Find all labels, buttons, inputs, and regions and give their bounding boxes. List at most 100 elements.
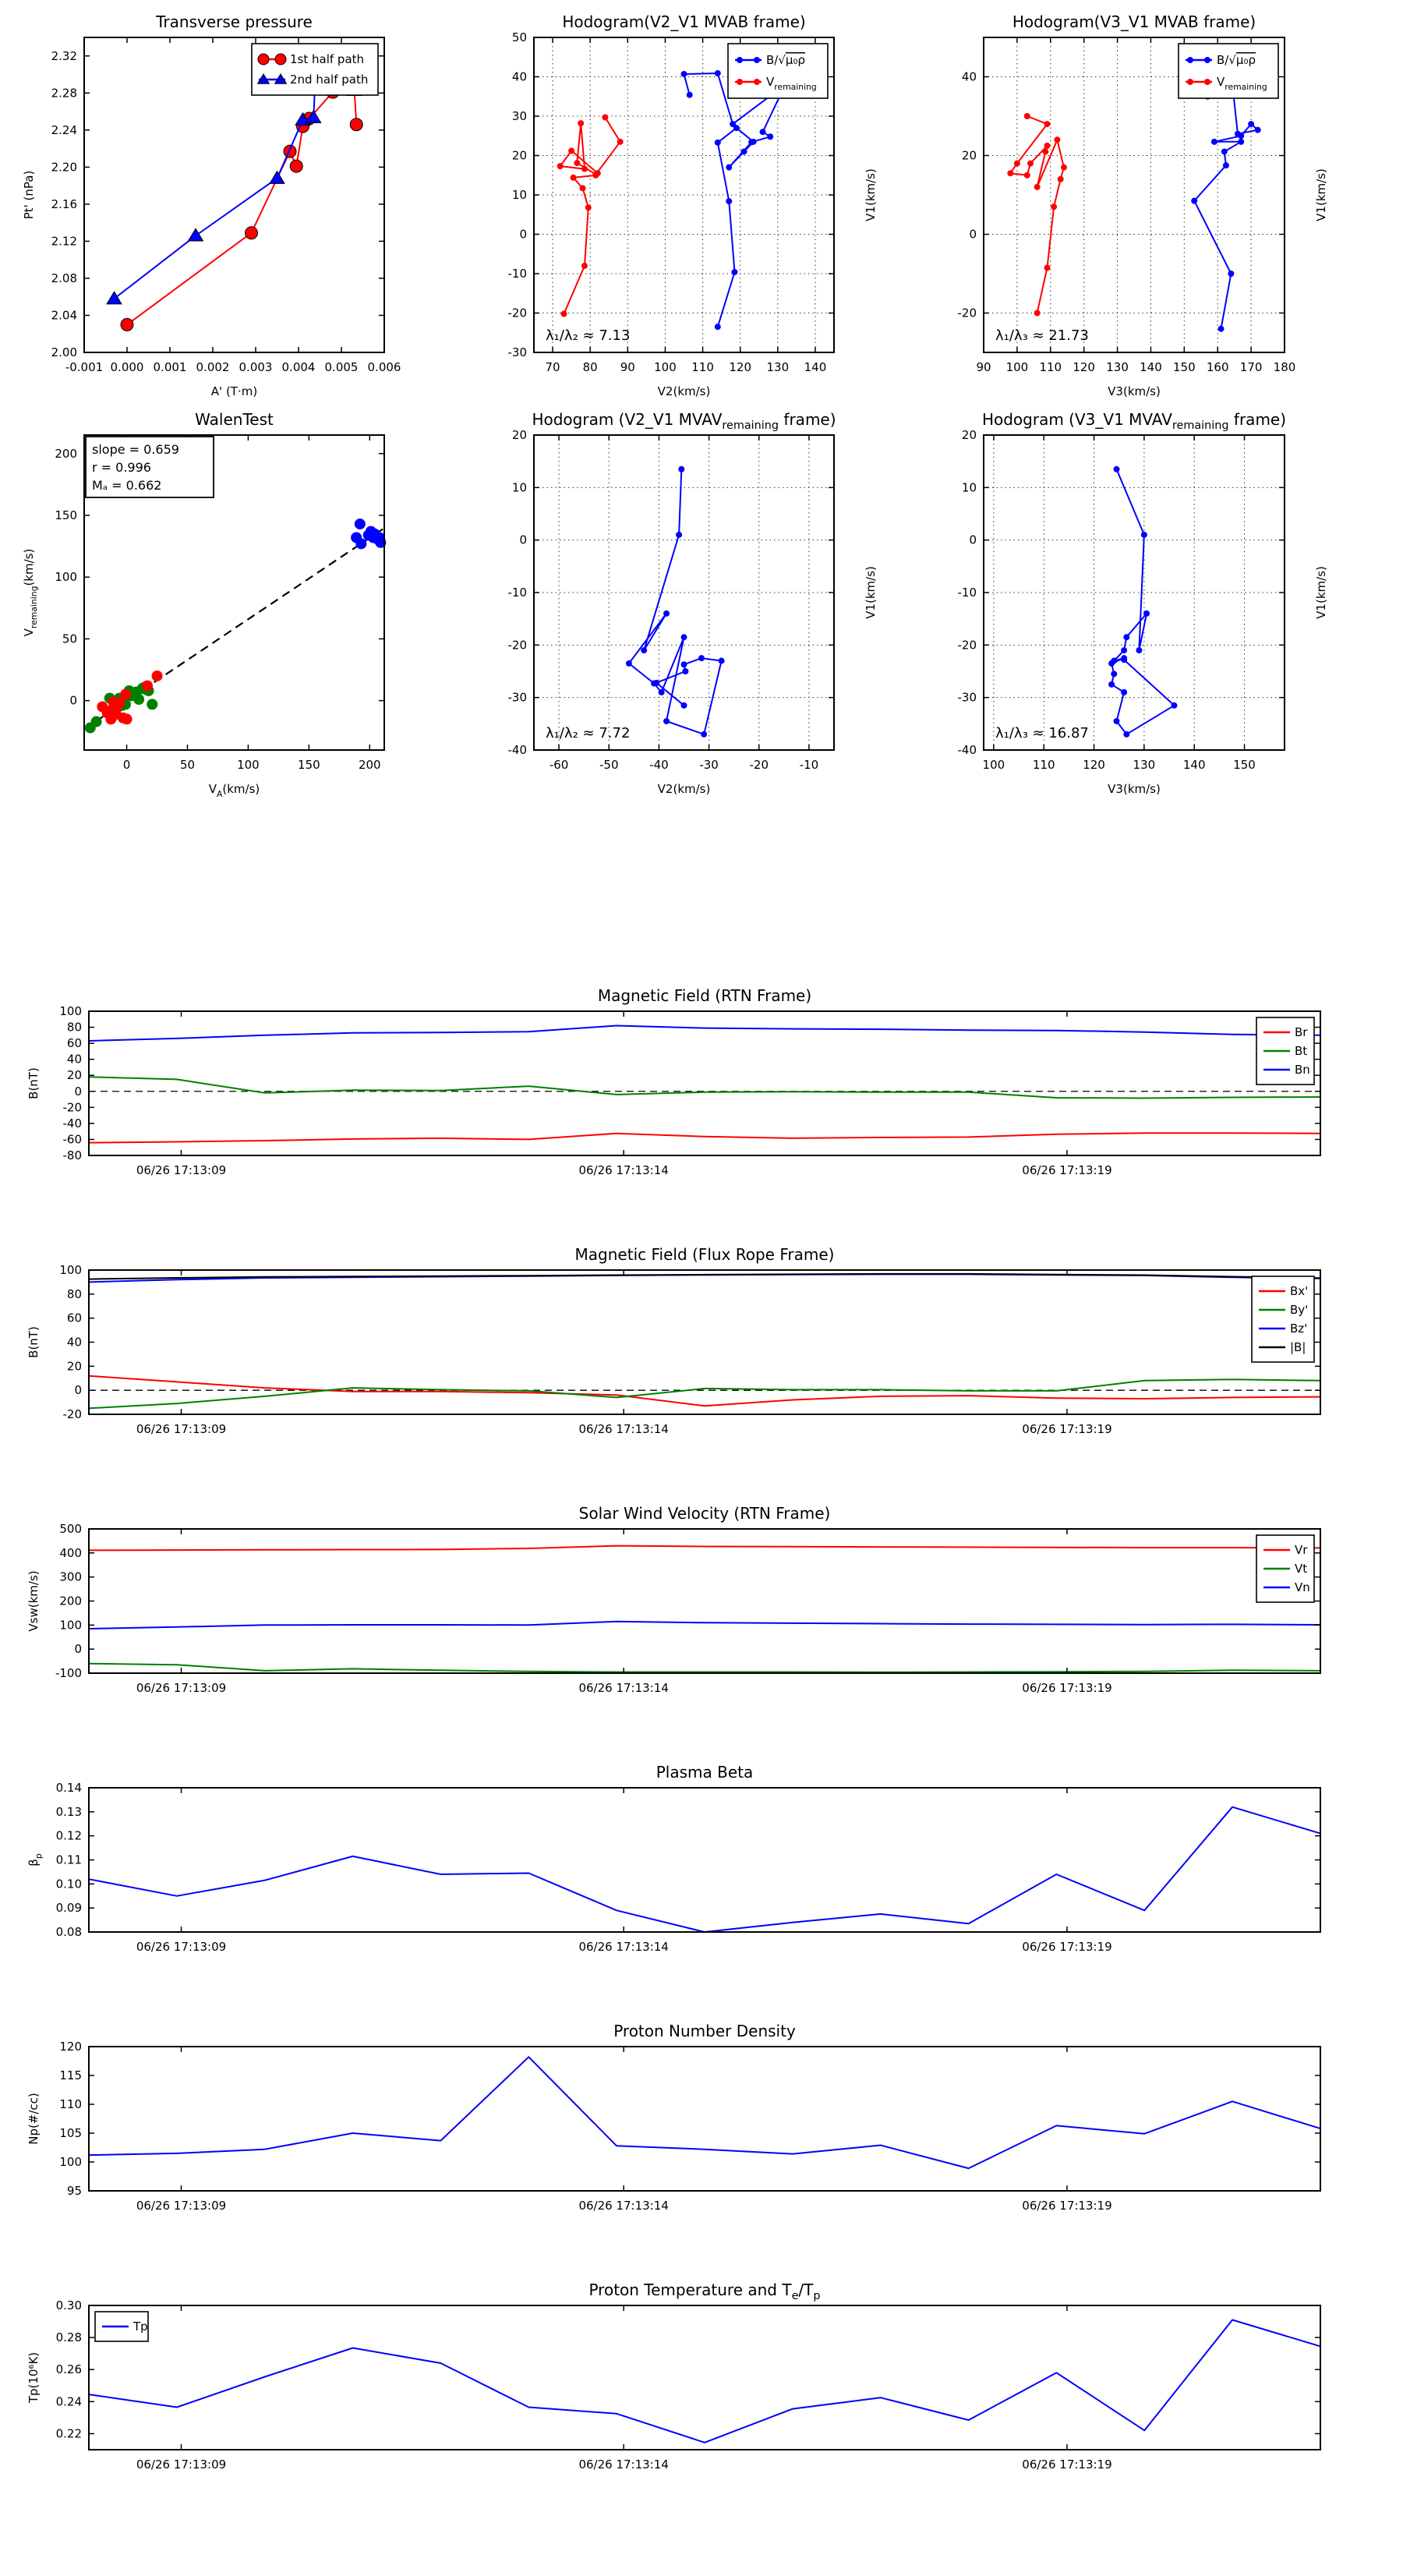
y-tick-label: 150 bbox=[55, 508, 77, 522]
x-tick-label: 06/26 17:13:14 bbox=[578, 1681, 668, 1695]
y-tick-label: -100 bbox=[55, 1666, 82, 1680]
y-tick-label: 80 bbox=[67, 1021, 82, 1035]
chart-title: WalenTest bbox=[195, 410, 274, 429]
y-tick-label: 0 bbox=[519, 533, 527, 547]
y-axis-label: V1(km/s) bbox=[1314, 168, 1328, 221]
legend: B/√μ₀ρ Vremaining bbox=[727, 43, 829, 99]
x-tick-label: 06/26 17:13:19 bbox=[1022, 1681, 1111, 1695]
stats-line: slope = 0.659 bbox=[92, 442, 179, 457]
y-tick-label: 2.20 bbox=[51, 160, 77, 174]
y-tick-label: -40 bbox=[958, 743, 977, 757]
chart-proton-number-density: 06/26 17:13:09 06/26 17:13:14 06/26 17:13:… bbox=[27, 2022, 1321, 2213]
series-Np bbox=[88, 2056, 1321, 2170]
y-tick-label: 0.09 bbox=[56, 1901, 82, 1915]
y-tick-label: -80 bbox=[63, 1148, 83, 1162]
x-tick-label: 130 bbox=[1106, 360, 1129, 374]
y-tick-label: 0 bbox=[969, 533, 977, 547]
series-Vr bbox=[88, 1545, 1321, 1552]
y-tick-label: 0 bbox=[969, 228, 977, 242]
chart-magnetic-field-flux-rope: 06/26 17:13:09 06/26 17:13:14 06/26 17:13:… bbox=[27, 1245, 1321, 1436]
x-tick-label: 06/26 17:13:09 bbox=[136, 1422, 226, 1436]
chart-title: Magnetic Field (Flux Rope Frame) bbox=[575, 1245, 835, 1264]
chart-title: Hodogram(V3_V1 MVAB frame) bbox=[1012, 12, 1256, 31]
x-tick-label: 06/26 17:13:19 bbox=[1022, 1940, 1111, 1954]
y-tick-label: 0.12 bbox=[56, 1829, 82, 1843]
y-tick-label: -20 bbox=[508, 306, 528, 320]
lambda-annotation: λ₁/λ₃ ≈ 21.73 bbox=[995, 327, 1089, 344]
chart-proton-temperature: 06/26 17:13:09 06/26 17:13:14 06/26 17:13:… bbox=[27, 2281, 1321, 2472]
stats-line: Mₐ = 0.662 bbox=[92, 478, 161, 493]
chart-title: Hodogram (V3_V1 MVAVremaining frame) bbox=[982, 410, 1286, 432]
x-tick-label: 80 bbox=[583, 360, 598, 374]
chart-title: Transverse pressure bbox=[155, 12, 313, 31]
x-tick-label: 06/26 17:13:14 bbox=[578, 2199, 668, 2213]
x-tick-label: 120 bbox=[1083, 758, 1105, 772]
y-tick-label: 100 bbox=[59, 1263, 82, 1277]
chart-hodogram-v3v1-mvab: 90 100 110 120 130 140 150 160 170 180 -20 0 20 40 Hod… bbox=[958, 12, 1329, 398]
legend-item-label: Bn bbox=[1295, 1063, 1310, 1077]
y-tick-label: 20 bbox=[67, 1359, 82, 1373]
y-tick-label: 0 bbox=[74, 1642, 82, 1656]
x-tick-label: 170 bbox=[1240, 360, 1263, 374]
y-tick-label: 95 bbox=[67, 2184, 82, 2198]
x-tick-label: -10 bbox=[800, 758, 819, 772]
y-tick-label: 40 bbox=[512, 70, 527, 84]
legend-item-label: 1st half path bbox=[290, 52, 364, 66]
y-tick-label: 2.32 bbox=[51, 49, 77, 63]
legend-item-label: Vremaining bbox=[1217, 75, 1267, 92]
x-tick-label: 06/26 17:13:09 bbox=[136, 1163, 226, 1177]
y-tick-label: -30 bbox=[958, 691, 977, 705]
y-tick-label: -20 bbox=[958, 306, 977, 320]
lambda-annotation: λ₁/λ₃ ≈ 16.87 bbox=[995, 725, 1089, 741]
x-axis-label: V3(km/s) bbox=[1108, 782, 1161, 796]
y-tick-label: -30 bbox=[508, 691, 528, 705]
x-tick-label: 06/26 17:13:14 bbox=[578, 1422, 668, 1436]
y-axis-label: V1(km/s) bbox=[864, 566, 878, 619]
x-tick-label: 06/26 17:13:19 bbox=[1022, 2457, 1111, 2472]
y-axis-label: Vremaining(km/s) bbox=[22, 549, 39, 637]
series-Vremaining bbox=[1007, 113, 1067, 317]
x-tick-label: 90 bbox=[620, 360, 635, 374]
chart-magnetic-field-rtn: 06/26 17:13:09 06/26 17:13:14 06/26 17:13:… bbox=[27, 986, 1321, 1177]
x-tick-label: 160 bbox=[1207, 360, 1229, 374]
x-tick-label: 150 bbox=[1233, 758, 1256, 772]
legend-item-label: Vt bbox=[1295, 1562, 1307, 1576]
lambda-annotation: λ₁/λ₂ ≈ 7.13 bbox=[546, 327, 630, 344]
series-Bx' bbox=[88, 1375, 1321, 1407]
x-tick-label: 150 bbox=[1173, 360, 1196, 374]
y-tick-label: 0.30 bbox=[56, 2298, 82, 2312]
x-tick-label: -50 bbox=[599, 758, 619, 772]
chart-plasma-beta: 06/26 17:13:09 06/26 17:13:14 06/26 17:13:… bbox=[27, 1763, 1321, 1954]
chart-title: Hodogram(V2_V1 MVAB frame) bbox=[562, 12, 805, 31]
y-tick-label: 10 bbox=[962, 480, 977, 494]
y-tick-label: 50 bbox=[512, 30, 527, 44]
series-By' bbox=[88, 1378, 1321, 1410]
y-tick-label: 10 bbox=[512, 188, 527, 202]
y-axis-label: B(nT) bbox=[27, 1326, 41, 1358]
plot-frame bbox=[88, 1010, 1321, 1156]
series-Vremaining bbox=[557, 114, 624, 317]
x-tick-label: 0.001 bbox=[154, 360, 187, 374]
x-axis-label: V2(km/s) bbox=[658, 384, 711, 398]
x-tick-label: -0.001 bbox=[65, 360, 103, 374]
chart-hodogram-v2v1-mvav-remaining: -60 -50 -40 -30 -20 -10 -40 -30 -20 -10 0 10 20 Hodog… bbox=[508, 410, 878, 796]
x-tick-label: 0.004 bbox=[282, 360, 316, 374]
y-tick-label: 0.28 bbox=[56, 2330, 82, 2344]
x-tick-label: 90 bbox=[976, 360, 991, 374]
y-tick-label: 0.11 bbox=[56, 1853, 82, 1867]
y-axis-label: Tp(10⁶K) bbox=[27, 2352, 41, 2404]
y-tick-label: 100 bbox=[59, 1618, 82, 1632]
series-Tp bbox=[88, 2319, 1321, 2443]
legend-item-label: Bz' bbox=[1290, 1322, 1307, 1336]
y-tick-label: 10 bbox=[512, 480, 527, 494]
series-B bbox=[680, 69, 789, 331]
y-tick-label: 0 bbox=[74, 1383, 82, 1397]
x-tick-label: 06/26 17:13:19 bbox=[1022, 1422, 1111, 1436]
x-tick-label: 180 bbox=[1274, 360, 1296, 374]
legend-item-label: Bt bbox=[1295, 1044, 1307, 1058]
x-tick-label: -20 bbox=[750, 758, 769, 772]
x-tick-label: 06/26 17:13:09 bbox=[136, 1940, 226, 1954]
x-tick-label: 0.000 bbox=[111, 360, 144, 374]
x-tick-label: 06/26 17:13:19 bbox=[1022, 1163, 1111, 1177]
series-B bbox=[1108, 465, 1178, 738]
